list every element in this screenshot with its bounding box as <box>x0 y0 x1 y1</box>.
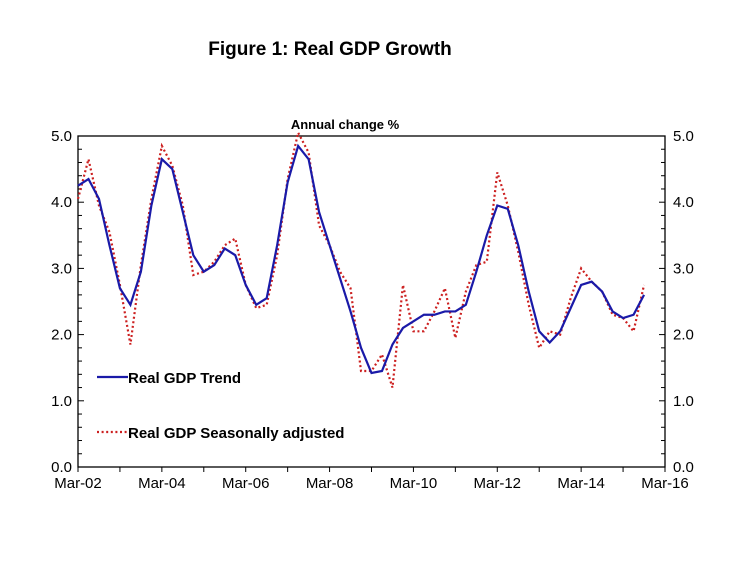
y-axis-right-labels: 0.0 1.0 2.0 3.0 4.0 5.0 <box>673 128 694 476</box>
x-tick-label: Mar-08 <box>306 475 354 492</box>
x-tick-label: Mar-02 <box>54 475 102 492</box>
y-tick-label-left: 4.0 <box>51 194 72 211</box>
y-tick-label-right: 3.0 <box>673 260 694 277</box>
y-tick-label-right: 5.0 <box>673 128 694 145</box>
x-tick-label: Mar-10 <box>390 475 438 492</box>
plot-frame <box>77 135 666 468</box>
series-line-seasonally-adjusted <box>76 129 646 388</box>
legend-label-seasonally-adjusted: Real GDP Seasonally adjusted <box>128 425 344 442</box>
y-tick-label-right: 0.0 <box>673 459 694 476</box>
legend: Real GDP Trend Real GDP Seasonally adjus… <box>97 370 344 442</box>
y-tick-label-right: 4.0 <box>673 194 694 211</box>
chart-subtitle: Annual change % <box>291 117 400 132</box>
y-tick-label-left: 2.0 <box>51 327 72 344</box>
x-tick-label: Mar-06 <box>222 475 270 492</box>
y-tick-label-left: 1.0 <box>51 393 72 410</box>
x-tick-label: Mar-04 <box>138 475 186 492</box>
x-tick-label: Mar-14 <box>557 475 605 492</box>
axis-ticks <box>77 135 666 472</box>
x-tick-label: Mar-12 <box>474 475 522 492</box>
y-tick-label-left: 0.0 <box>51 459 72 476</box>
y-tick-label-right: 2.0 <box>673 327 694 344</box>
legend-label-trend: Real GDP Trend <box>128 370 241 387</box>
series-line-trend <box>77 143 646 375</box>
x-axis-labels: Mar-02 Mar-04 Mar-06 Mar-08 Mar-10 Mar-12 Mar-… <box>54 475 689 492</box>
y-tick-label-left: 3.0 <box>51 260 72 277</box>
x-tick-label: Mar-16 <box>641 475 689 492</box>
chart-title: Figure 1: Real GDP Growth <box>208 39 452 60</box>
y-tick-label-right: 1.0 <box>673 393 694 410</box>
y-tick-label-left: 5.0 <box>51 128 72 145</box>
y-axis-left-labels: 0.0 1.0 2.0 3.0 4.0 5.0 <box>51 128 72 476</box>
